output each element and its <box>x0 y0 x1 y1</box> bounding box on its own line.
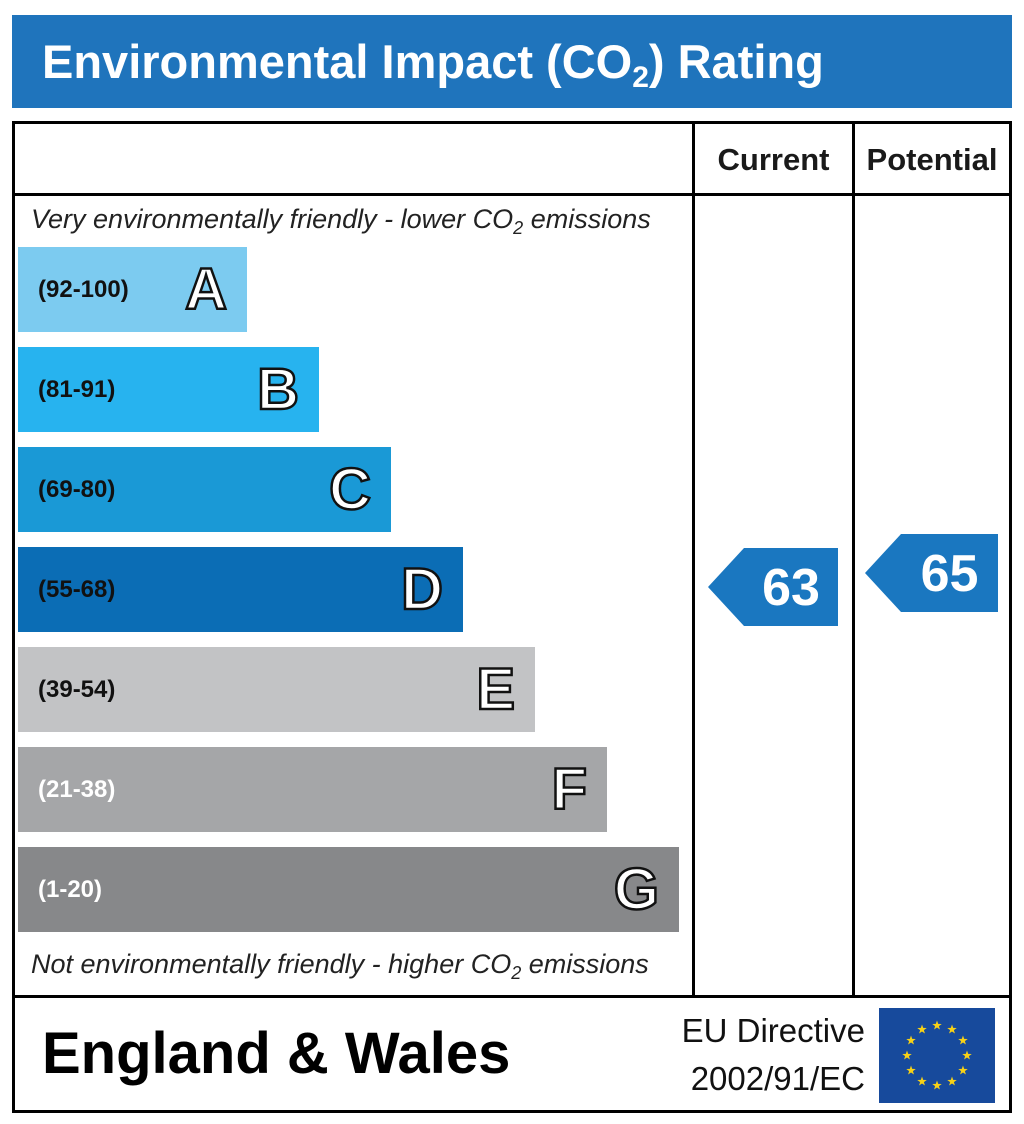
band-letter: D <box>400 556 444 624</box>
title-bar: Environmental Impact (CO2) Rating <box>12 15 1012 108</box>
eu-flag-icon <box>879 1008 995 1103</box>
header-divider <box>15 193 1009 196</box>
bottom-note: Not environmentally friendly - higher CO… <box>31 949 649 983</box>
potential-rating-value: 65 <box>920 545 979 603</box>
band-letter: G <box>613 856 661 924</box>
band-range-label: (92-100) <box>38 276 129 303</box>
eu-star <box>917 1024 927 1034</box>
band-f: (21-38) F <box>18 747 607 832</box>
band-letter: E <box>475 656 516 724</box>
band-range-label: (21-38) <box>38 776 116 803</box>
potential-column-header: Potential <box>866 142 998 177</box>
eu-star <box>962 1050 972 1060</box>
country-label: England & Wales <box>42 1021 511 1086</box>
eu-star <box>906 1035 916 1045</box>
directive-line-2: 2002/91/EC <box>690 1060 865 1097</box>
band-d: (55-68) D <box>18 547 463 632</box>
eu-star <box>958 1065 968 1075</box>
band-c: (69-80) C <box>18 447 391 532</box>
potential-column-divider <box>852 124 855 998</box>
current-column-divider <box>692 124 695 998</box>
directive-line-1: EU Directive <box>681 1012 865 1049</box>
eu-star <box>902 1050 912 1060</box>
eu-star <box>932 1080 942 1090</box>
potential-pointer-shape <box>865 534 998 612</box>
eu-star <box>906 1065 916 1075</box>
band-e: (39-54) E <box>18 647 535 732</box>
band-a: (92-100) A <box>18 247 247 332</box>
footer-divider <box>15 995 1009 998</box>
eu-star <box>932 1020 942 1030</box>
chart-title: Environmental Impact (CO2) Rating <box>42 35 824 94</box>
band-b: (81-91) B <box>18 347 319 432</box>
band-range-label: (39-54) <box>38 676 116 703</box>
eu-star <box>917 1076 927 1086</box>
top-note: Very environmentally friendly - lower CO… <box>31 204 651 238</box>
current-rating-value: 63 <box>762 559 820 617</box>
band-range-label: (1-20) <box>38 876 103 903</box>
current-column-header: Current <box>717 142 830 177</box>
band-letter: B <box>256 356 300 424</box>
potential-rating-pointer: 65 <box>865 534 998 612</box>
band-g: (1-20) G <box>18 847 679 932</box>
band-letter: F <box>550 756 588 824</box>
band-letter: C <box>328 456 372 524</box>
eu-star <box>958 1035 968 1045</box>
current-pointer-shape <box>708 548 838 626</box>
eu-star <box>947 1024 957 1034</box>
band-letter: A <box>184 256 228 324</box>
current-rating-pointer: 63 <box>708 548 838 626</box>
band-range-label: (55-68) <box>38 576 116 603</box>
eu-star <box>947 1076 957 1086</box>
band-range-label: (69-80) <box>38 476 116 503</box>
band-range-label: (81-91) <box>38 376 116 403</box>
rating-table: Current Potential Very environmentally f… <box>12 121 1012 1113</box>
